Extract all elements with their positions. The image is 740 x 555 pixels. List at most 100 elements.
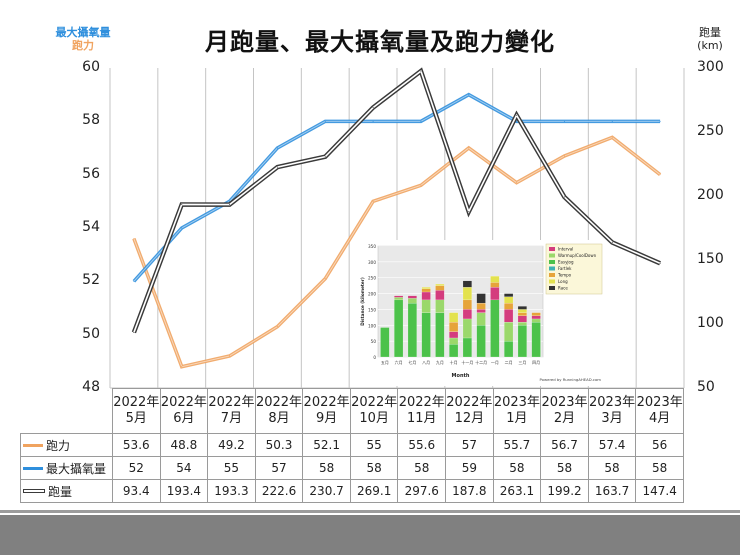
data-point bbox=[372, 200, 374, 202]
table-cell: 297.6 bbox=[397, 479, 447, 503]
inset-x-tick: 七月 bbox=[408, 359, 416, 365]
inset-x-tick: 三月 bbox=[518, 360, 526, 365]
table-category-month: 2月 bbox=[553, 411, 576, 426]
data-point bbox=[420, 184, 422, 186]
table-cell: 199.2 bbox=[540, 479, 589, 503]
table-cell: 269.1 bbox=[349, 479, 399, 503]
table-row: 跑量 93.4 193.4 193.3 222.6 230.7 269.1 297.6 187.… bbox=[20, 479, 684, 503]
inset-bar-segment bbox=[421, 299, 431, 313]
inset-legend-swatch bbox=[549, 279, 555, 284]
table-category-year: 2023年 bbox=[589, 395, 636, 410]
table-cell: 193.3 bbox=[207, 479, 256, 503]
data-point bbox=[133, 238, 135, 240]
inset-bar-segment bbox=[517, 325, 527, 358]
table-category-month: 5月 bbox=[125, 411, 147, 426]
table-cell: 59 bbox=[445, 456, 494, 480]
inset-y-tick: 0 bbox=[373, 355, 376, 360]
inset-x-tick: 八月 bbox=[422, 360, 430, 365]
table-cell: 57 bbox=[445, 433, 494, 457]
data-point bbox=[563, 196, 565, 198]
table-row-header: 跑量 bbox=[20, 479, 113, 503]
table-cell: 58 bbox=[540, 456, 589, 480]
inset-x-tick: 十月 bbox=[450, 359, 458, 365]
inset-x-tick: 四月 bbox=[532, 360, 540, 365]
inset-y-tick: 350 bbox=[368, 244, 376, 249]
inset-legend-label: Interval bbox=[558, 247, 573, 252]
data-point bbox=[181, 366, 183, 368]
data-point bbox=[468, 147, 470, 149]
inset-bar-segment bbox=[504, 309, 514, 323]
right-tick-label: 100 bbox=[697, 315, 724, 331]
data-point bbox=[420, 120, 422, 122]
data-point bbox=[516, 114, 518, 116]
table-category-header: 2023年 1月 bbox=[492, 388, 542, 434]
data-point bbox=[468, 94, 470, 96]
table-cell: 53.6 bbox=[112, 433, 161, 457]
right-tick-label: 250 bbox=[697, 123, 724, 139]
inset-stacked-bar-chart: 0 50 100 150 200 250 300 350 五月 六月 七月 八月 九月 十月 十一月 十二月一… bbox=[360, 243, 603, 382]
table-row: 跑力 53.6 48.8 49.2 50.3 52.1 55 55.6 57 55.7 56.7 57… bbox=[20, 433, 684, 457]
table-cell: 58 bbox=[492, 456, 542, 480]
data-point bbox=[372, 107, 374, 109]
series-line-pace-inner bbox=[133, 136, 661, 368]
inset-bar-segment bbox=[490, 276, 500, 283]
inset-bar-segment bbox=[517, 315, 527, 323]
data-point bbox=[133, 331, 135, 333]
right-tick-label: 150 bbox=[697, 251, 724, 267]
table-category-header: 2022年 10月 bbox=[349, 388, 399, 434]
table-cell: 54 bbox=[159, 456, 209, 480]
data-point bbox=[420, 70, 422, 72]
left-tick-label: 52 bbox=[82, 272, 100, 289]
series-name: 跑力 bbox=[46, 438, 71, 453]
data-point bbox=[563, 155, 565, 157]
table-category-year: 2022年 bbox=[446, 395, 493, 410]
inset-bar-segment bbox=[531, 322, 541, 358]
table-category-header: 2022年 12月 bbox=[445, 388, 494, 434]
data-point bbox=[611, 241, 613, 243]
inset-legend-swatch bbox=[549, 253, 555, 258]
inset-bar-segment bbox=[435, 290, 445, 301]
inset-bar-segment bbox=[421, 288, 431, 293]
right-axis-label: 跑量 (km) bbox=[690, 26, 730, 52]
table-cell: 230.7 bbox=[302, 479, 351, 503]
inset-legend-label: Race bbox=[558, 286, 568, 291]
table-cell: 49.2 bbox=[207, 433, 256, 457]
inset-bar-segment bbox=[517, 306, 527, 310]
table-category-year: 2022年 bbox=[113, 395, 160, 410]
table-cell: 55 bbox=[207, 456, 256, 480]
table-category-header: 2023年 3月 bbox=[587, 388, 637, 434]
inset-y-tick: 50 bbox=[371, 339, 377, 344]
table-category-year: 2023年 bbox=[636, 395, 683, 410]
left-tick-label: 54 bbox=[82, 219, 100, 235]
table-category-header: 2022年 6月 bbox=[159, 388, 209, 434]
inset-bar-segment bbox=[394, 299, 404, 358]
inset-bar-segment bbox=[504, 293, 514, 297]
left-axis-label-vo2: 最大攝氧量 bbox=[55, 26, 111, 39]
left-tick-label: 56 bbox=[82, 165, 100, 182]
inset-bar-segment bbox=[531, 315, 541, 320]
inset-bar-segment bbox=[531, 318, 541, 323]
data-point bbox=[611, 136, 613, 138]
table-cell: 147.4 bbox=[635, 479, 684, 503]
table-category-month: 12月 bbox=[454, 411, 485, 426]
inset-bar-segment bbox=[476, 302, 486, 310]
inset-bar-segment bbox=[449, 337, 459, 345]
inset-bar-segment bbox=[462, 280, 472, 288]
inset-bar-segment bbox=[380, 327, 390, 358]
table-category-month: 11月 bbox=[406, 411, 437, 426]
table-cell: 58 bbox=[397, 456, 447, 480]
inset-bar-segment bbox=[504, 302, 514, 310]
table-category-header: 2022年 5月 bbox=[112, 388, 161, 434]
series-name: 跑量 bbox=[48, 484, 73, 499]
inset-bar-segment bbox=[449, 331, 459, 339]
table-cell: 58 bbox=[302, 456, 351, 480]
inset-legend-label: Fartlek bbox=[558, 266, 572, 271]
inset-bar-segment bbox=[462, 318, 472, 339]
right-axis-label-volume: 跑量 bbox=[699, 26, 721, 39]
inset-legend-label: Tempo bbox=[557, 273, 572, 278]
data-point bbox=[516, 120, 518, 122]
inset-bar-segment bbox=[462, 287, 472, 301]
inset-bar-segment bbox=[435, 285, 445, 291]
inset-bar-segment bbox=[504, 341, 514, 358]
